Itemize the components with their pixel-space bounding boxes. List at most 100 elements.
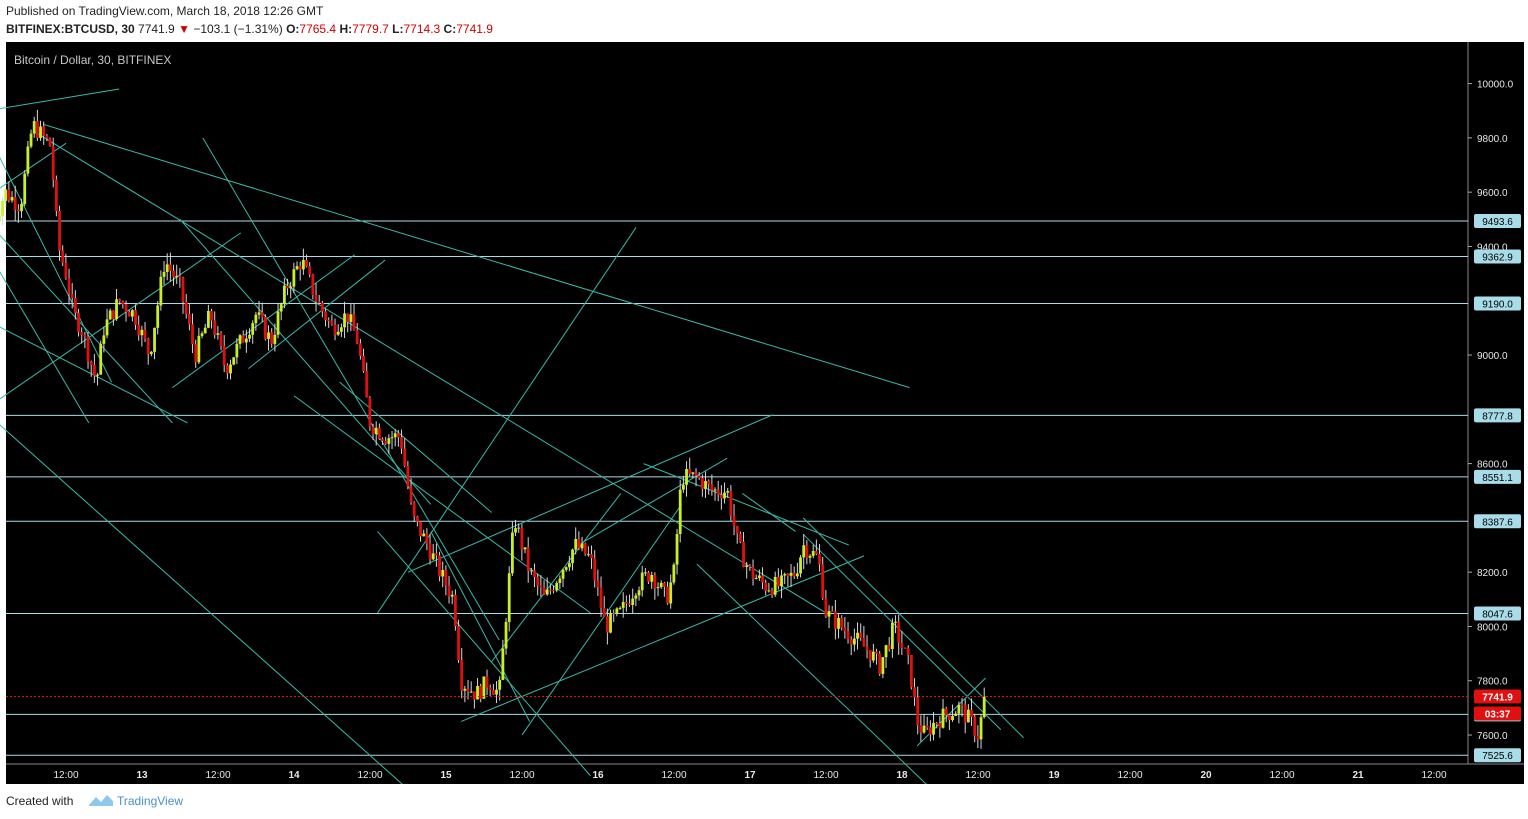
candle[interactable] bbox=[35, 109, 39, 141]
candle[interactable] bbox=[400, 429, 403, 455]
candle[interactable] bbox=[213, 311, 217, 339]
trend-line[interactable] bbox=[521, 504, 683, 736]
candle[interactable] bbox=[476, 678, 479, 700]
trend-line[interactable] bbox=[916, 677, 986, 747]
candle[interactable] bbox=[947, 714, 951, 731]
candle[interactable] bbox=[843, 616, 847, 639]
candle[interactable] bbox=[232, 357, 236, 366]
trend-line[interactable] bbox=[172, 254, 356, 389]
candle[interactable] bbox=[507, 566, 511, 632]
candle[interactable] bbox=[105, 308, 109, 339]
candle[interactable] bbox=[463, 685, 467, 703]
candle[interactable] bbox=[732, 504, 736, 536]
trend-line[interactable] bbox=[35, 132, 827, 614]
candle[interactable] bbox=[495, 681, 498, 704]
level-tag[interactable]: 8387.6 bbox=[1474, 514, 1521, 529]
candle[interactable] bbox=[419, 521, 422, 542]
candle[interactable] bbox=[298, 261, 302, 281]
candle[interactable] bbox=[26, 141, 30, 177]
candle[interactable] bbox=[821, 556, 825, 601]
candle[interactable] bbox=[574, 527, 578, 555]
candle[interactable] bbox=[580, 536, 584, 552]
candle[interactable] bbox=[954, 711, 958, 717]
candle[interactable] bbox=[159, 270, 163, 311]
candle[interactable] bbox=[970, 698, 973, 726]
candle[interactable] bbox=[856, 622, 859, 650]
candle[interactable] bbox=[279, 302, 283, 321]
candle[interactable] bbox=[909, 654, 913, 690]
candlestick-chart[interactable]: Bitcoin / Dollar, 30, BITFINEX 10000.0 98… bbox=[0, 42, 1528, 819]
trend-line[interactable] bbox=[377, 531, 591, 777]
level-tag[interactable]: 9362.9 bbox=[1474, 249, 1521, 264]
candle[interactable] bbox=[951, 704, 954, 722]
candle[interactable] bbox=[184, 293, 188, 319]
candle[interactable] bbox=[716, 480, 720, 502]
candle[interactable] bbox=[153, 327, 156, 360]
candle[interactable] bbox=[757, 569, 761, 581]
candle[interactable] bbox=[919, 715, 923, 742]
candle[interactable] bbox=[102, 326, 106, 353]
candle[interactable] bbox=[137, 315, 141, 341]
candle[interactable] bbox=[634, 592, 638, 607]
candle[interactable] bbox=[16, 204, 20, 223]
candle[interactable] bbox=[976, 725, 980, 749]
candle[interactable] bbox=[837, 613, 840, 639]
candle[interactable] bbox=[336, 324, 340, 336]
candle[interactable] bbox=[457, 619, 460, 663]
trend-line[interactable] bbox=[0, 88, 120, 122]
candle[interactable] bbox=[390, 430, 394, 449]
candle[interactable] bbox=[96, 373, 99, 386]
candle[interactable] bbox=[301, 248, 305, 275]
trend-line[interactable] bbox=[461, 555, 865, 722]
candle[interactable] bbox=[669, 574, 673, 609]
candle[interactable] bbox=[694, 468, 698, 487]
candle[interactable] bbox=[20, 198, 23, 218]
candle[interactable] bbox=[32, 116, 36, 138]
trend-line[interactable] bbox=[696, 563, 964, 819]
candle[interactable] bbox=[688, 457, 692, 477]
candle[interactable] bbox=[647, 570, 650, 584]
candle[interactable] bbox=[260, 302, 264, 322]
candle[interactable] bbox=[219, 331, 223, 351]
candle[interactable] bbox=[935, 721, 939, 729]
candle[interactable] bbox=[83, 331, 87, 349]
candle[interactable] bbox=[4, 188, 8, 208]
trend-line[interactable] bbox=[407, 414, 773, 573]
candle[interactable] bbox=[754, 574, 758, 580]
candle[interactable] bbox=[381, 437, 384, 445]
candle[interactable] bbox=[482, 676, 486, 699]
candle[interactable] bbox=[900, 631, 904, 655]
candle[interactable] bbox=[311, 273, 315, 300]
candle[interactable] bbox=[789, 564, 793, 587]
candle[interactable] bbox=[615, 607, 619, 617]
candle[interactable] bbox=[181, 276, 185, 314]
candle[interactable] bbox=[628, 594, 631, 607]
candle[interactable] bbox=[488, 684, 492, 696]
candle[interactable] bbox=[225, 363, 229, 380]
candle[interactable] bbox=[352, 303, 356, 331]
candle[interactable] bbox=[520, 523, 524, 561]
candle[interactable] bbox=[697, 472, 701, 480]
candle[interactable] bbox=[7, 181, 11, 203]
trend-line[interactable] bbox=[339, 381, 492, 513]
candle[interactable] bbox=[814, 539, 818, 556]
candle[interactable] bbox=[469, 681, 473, 693]
candle[interactable] bbox=[466, 679, 470, 700]
candle[interactable] bbox=[526, 537, 530, 583]
candle[interactable] bbox=[365, 362, 369, 398]
candle[interactable] bbox=[609, 609, 612, 634]
candle[interactable] bbox=[203, 323, 207, 334]
candle[interactable] bbox=[786, 573, 790, 587]
candle[interactable] bbox=[922, 714, 926, 734]
candle[interactable] bbox=[67, 268, 71, 305]
trend-line[interactable] bbox=[202, 137, 500, 641]
candle[interactable] bbox=[890, 618, 894, 658]
candle[interactable] bbox=[913, 678, 916, 706]
candle[interactable] bbox=[39, 120, 42, 141]
candle[interactable] bbox=[286, 278, 289, 296]
candle[interactable] bbox=[729, 485, 733, 521]
candle[interactable] bbox=[545, 577, 549, 596]
candle[interactable] bbox=[558, 575, 562, 589]
candle[interactable] bbox=[666, 581, 669, 605]
candle[interactable] bbox=[143, 321, 147, 342]
